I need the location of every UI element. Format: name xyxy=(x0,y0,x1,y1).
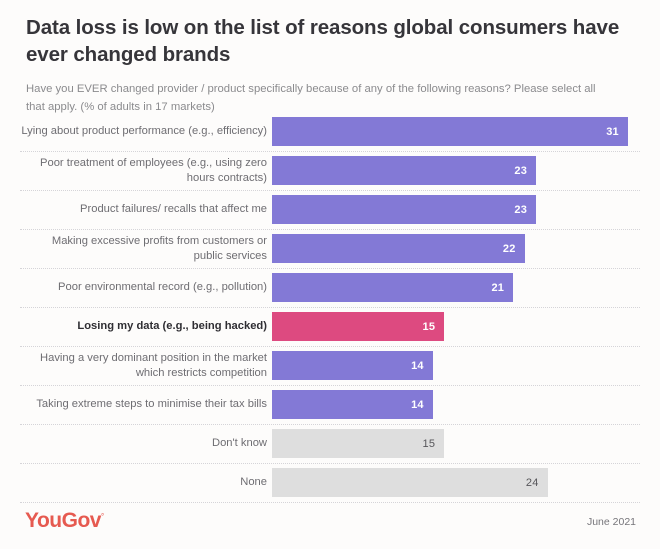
chart-bar-row: Taking extreme steps to minimise their t… xyxy=(0,385,660,424)
row-separator xyxy=(20,307,640,308)
bar-track: 23 xyxy=(272,156,652,185)
bar[interactable]: 21 xyxy=(272,273,514,302)
bar-value-label: 14 xyxy=(411,398,424,411)
yougov-logo: YouGov° xyxy=(25,509,104,533)
chart-bottom-axis xyxy=(0,502,660,541)
bar[interactable]: 15 xyxy=(272,312,445,341)
chart-bar-row: Lying about product performance (e.g., e… xyxy=(0,112,660,151)
bar-value-label: 31 xyxy=(606,125,619,138)
row-separator xyxy=(20,385,640,386)
bar-category-label: Poor environmental record (e.g., polluti… xyxy=(58,281,267,294)
chart-bar-row: Having a very dominant position in the m… xyxy=(0,346,660,385)
bar-track: 15 xyxy=(272,312,652,341)
bar[interactable]: 22 xyxy=(272,234,525,263)
bar-track: 14 xyxy=(272,351,652,380)
bar-track: 31 xyxy=(272,117,652,146)
chart-bar-row: Product failures/ recalls that affect me… xyxy=(0,190,660,229)
bar-track: 21 xyxy=(272,273,652,302)
bar-chart-plot: Lying about product performance (e.g., e… xyxy=(0,112,660,503)
bar-value-label: 22 xyxy=(502,242,516,255)
bar-category-label: None xyxy=(240,476,267,489)
chart-header: Data loss is low on the list of reasons … xyxy=(26,14,636,116)
bar-track: 22 xyxy=(272,234,652,263)
bar-category-label: Don't know xyxy=(212,437,267,450)
bar[interactable]: 14 xyxy=(272,351,433,380)
bar-category-label: Product failures/ recalls that affect me xyxy=(80,203,267,216)
bar-value-label: 23 xyxy=(514,203,528,216)
bar[interactable]: 31 xyxy=(272,117,628,146)
bar-value-label: 15 xyxy=(422,320,436,333)
row-separator xyxy=(20,268,640,269)
bar-track: 23 xyxy=(272,195,652,224)
row-separator xyxy=(20,190,640,191)
bar-track: 15 xyxy=(272,429,652,458)
chart-bar-row: Don't know 15 xyxy=(0,424,660,463)
bar[interactable]: 15 xyxy=(272,429,445,458)
bar[interactable]: 14 xyxy=(272,390,433,419)
yougov-logo-mark: ° xyxy=(100,512,104,521)
row-separator xyxy=(20,346,640,347)
bar-track: 14 xyxy=(272,390,652,419)
chart-bar-row: Poor treatment of employees (e.g., using… xyxy=(0,151,660,190)
chart-subtitle: Have you EVER changed provider / product… xyxy=(26,83,596,113)
chart-bar-row: None 24 xyxy=(0,463,660,502)
row-separator xyxy=(20,424,640,425)
row-separator xyxy=(20,229,640,230)
page-title: Data loss is low on the list of reasons … xyxy=(26,16,620,67)
bar-value-label: 14 xyxy=(411,359,424,372)
bar-category-label: Having a very dominant position in the m… xyxy=(40,351,267,379)
bar-value-label: 15 xyxy=(422,437,436,450)
bar-value-label: 24 xyxy=(525,476,539,489)
chart-footer: YouGov° June 2021 xyxy=(0,501,660,549)
yougov-logo-text: YouGov xyxy=(25,509,101,532)
bar-track: 24 xyxy=(272,468,652,497)
row-separator xyxy=(20,463,640,464)
bar[interactable]: 23 xyxy=(272,156,537,185)
bar[interactable]: 24 xyxy=(272,468,548,497)
bar[interactable]: 23 xyxy=(272,195,537,224)
bar-category-label: Lying about product performance (e.g., e… xyxy=(21,125,267,138)
row-separator xyxy=(20,151,640,152)
bar-value-label: 23 xyxy=(514,164,528,177)
bar-category-label: Losing my data (e.g., being hacked) xyxy=(77,320,267,333)
bar-value-label: 21 xyxy=(491,281,505,294)
bar-category-label: Making excessive profits from customers … xyxy=(51,234,267,262)
chart-bar-row: Poor environmental record (e.g., polluti… xyxy=(0,268,660,307)
row-separator xyxy=(20,502,640,503)
chart-bar-row: Making excessive profits from customers … xyxy=(0,229,660,268)
footer-date: June 2021 xyxy=(586,516,636,528)
bar-category-label: Taking extreme steps to minimise their t… xyxy=(36,398,267,411)
bar-category-label: Poor treatment of employees (e.g., using… xyxy=(40,156,267,184)
chart-bar-row: Losing my data (e.g., being hacked) 15 xyxy=(0,307,660,346)
